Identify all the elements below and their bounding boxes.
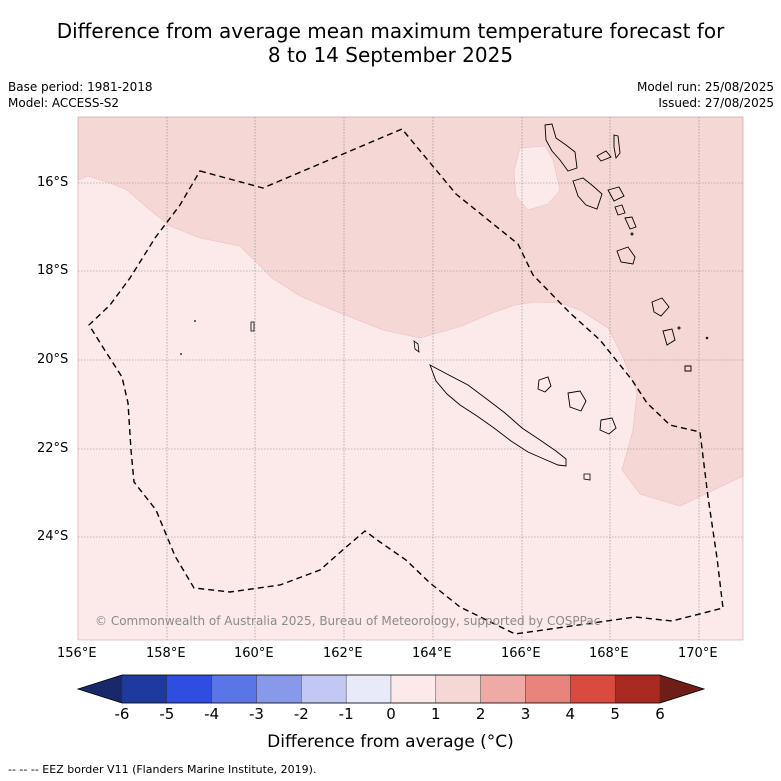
islet-dot-2 [180,353,182,355]
chesterfield-islets [250,321,255,332]
colorbar-swatch [435,674,481,704]
lon-label-168e: 168°E [589,646,629,661]
colorbar-over-arrow [660,675,704,703]
map-title-line1: Difference from average mean maximum tem… [56,19,725,43]
colorbar-under-arrow [78,675,122,703]
colorbar-tick-label: 2 [475,705,486,723]
mare-island [599,417,617,435]
map-frame [77,116,744,641]
colorbar-swatch [570,674,616,704]
new-caledonia-island [429,364,567,467]
colorbar-swatch [256,674,302,704]
colorbar-swatch [614,674,661,704]
model-text: Model: ACCESS-S2 [8,96,120,110]
colorbar-swatch [525,674,571,704]
copyright-notice: © Commonwealth of Australia 2025, Bureau… [95,614,601,628]
lon-label-160e: 160°E [234,646,274,661]
colorbar-tick-label: -1 [338,705,354,723]
walpole-island [583,473,591,481]
colorbar-tick-label: -3 [249,705,264,723]
belep-island [413,340,420,353]
colorbar-swatch [345,674,392,704]
lon-label-164e: 164°E [412,646,452,661]
ouvea-island [537,376,552,393]
lon-label-162e: 162°E [323,646,363,661]
colorbar-label: Difference from average (°C) [267,732,514,752]
colorbar-swatch [480,674,526,704]
colorbar-tick-label: -2 [293,705,309,723]
colorbar-swatch [211,674,257,704]
issued-text: Issued: 27/08/2025 [658,96,774,110]
eez-legend: -- -- -- EEZ border V11 (Flanders Marine… [8,763,317,776]
lat-label-16s: 16°S [37,175,69,190]
colorbar-outline [76,674,706,704]
vanuatu-islands [544,123,709,372]
anomaly-fill-1-2 [77,116,744,507]
graticule [78,117,743,640]
colorbar-swatch [390,674,437,704]
eez-border [88,128,724,635]
colorbar-tick-label: -5 [159,705,175,723]
base-period-text: Base period: 1981-2018 [8,80,153,94]
anomaly-fill-patch [513,145,561,211]
colorbar-tick-label: 1 [431,705,441,723]
lat-label-20s: 20°S [37,352,69,367]
lon-label-156e: 156°E [57,646,97,661]
colorbar-tick-label: -6 [114,705,130,723]
colorbar-swatch [121,674,168,704]
lon-label-170e: 170°E [678,646,718,661]
model-run-text: Model run: 25/08/2025 [636,80,774,94]
lon-label-166e: 166°E [501,646,541,661]
lat-label-24s: 24°S [37,529,69,544]
lifou-island [567,390,587,412]
islet-dot-1 [194,320,196,322]
colorbar [76,674,706,704]
colorbar-tick-label: -4 [204,705,220,723]
map-title-line2: 8 to 14 September 2025 [267,43,514,67]
colorbar-tick-label: 6 [655,705,665,723]
colorbar-swatch [166,674,212,704]
colorbar-swatch [301,674,347,704]
lon-label-158e: 158°E [146,646,186,661]
colorbar-tick-label: 3 [520,705,531,723]
lat-label-22s: 22°S [37,441,69,456]
lat-label-18s: 18°S [37,263,69,278]
colorbar-tick-label: 4 [565,705,576,723]
colorbar-tick-label: 5 [610,705,620,723]
colorbar-tick-label: 0 [386,705,396,723]
